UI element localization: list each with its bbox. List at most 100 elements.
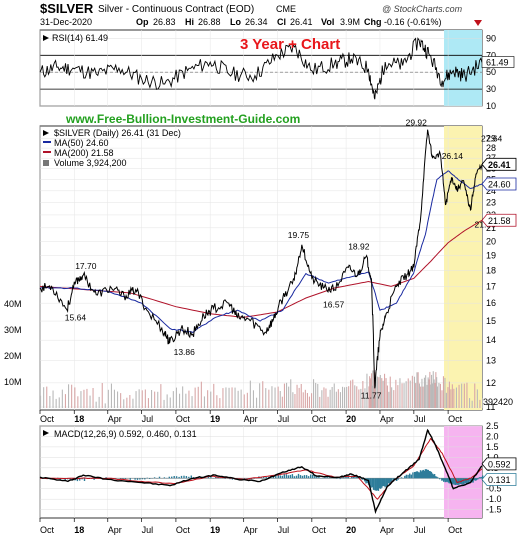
macd-histogram-bar: [305, 475, 308, 479]
price-annotation: 26.14: [442, 151, 464, 161]
macd-histogram-bar: [314, 475, 316, 479]
macd-histogram-bar: [141, 478, 144, 480]
rsi-legend: RSI(14) 61.49: [52, 33, 108, 43]
price-tick-label: 24: [486, 186, 496, 196]
volume-bar: [154, 391, 156, 408]
volume-bar: [356, 386, 358, 408]
macd-histogram-bar: [210, 477, 212, 479]
macd-right-label: 0.592: [481, 457, 517, 471]
volume-bar: [283, 383, 285, 408]
macd-histogram-bar: [385, 478, 387, 487]
volume-bar: [188, 390, 190, 408]
macd-histogram-bar: [442, 478, 444, 481]
volume-bar: [179, 393, 181, 408]
volume-bar: [101, 383, 103, 408]
macd-histogram-bar: [231, 478, 234, 480]
ma200-legend: MA(200) 21.58: [54, 148, 114, 158]
volume-bar: [321, 390, 323, 408]
volume-bar: [231, 387, 233, 408]
macd-histogram-bar: [419, 470, 422, 479]
price-tick-label: 19: [486, 251, 496, 261]
macd-histogram-bar: [400, 477, 403, 479]
price-annotation: 13.86: [174, 347, 196, 357]
volume-bar: [393, 390, 395, 408]
volume-bar: [68, 384, 70, 408]
volume-bar: [436, 386, 438, 408]
macd-histogram-bar: [412, 472, 414, 479]
macd-right-label-box: [481, 457, 517, 471]
macd-histogram-bar: [423, 470, 426, 479]
volume-bar: [331, 387, 333, 408]
volume-bar: [274, 387, 276, 408]
volume-bar: [49, 396, 51, 408]
volume-bar: [339, 392, 341, 408]
macd-histogram-bar: [275, 475, 277, 479]
price-tick-label: 15: [486, 316, 496, 326]
macd-histogram-bar: [388, 478, 391, 485]
macd-histogram-bar: [291, 474, 294, 479]
macd-histogram-bar: [430, 471, 433, 479]
close-value: 26.41: [290, 17, 313, 27]
volume-bar: [466, 382, 468, 408]
volume-bar: [482, 398, 484, 408]
volume-bar: [421, 378, 423, 408]
volume-bar: [374, 383, 376, 408]
x-axis-label: Apr: [380, 525, 394, 535]
macd-histogram-bar: [322, 477, 324, 479]
macd-histogram-bar: [384, 478, 386, 488]
macd-histogram-bar: [413, 472, 416, 479]
watermark: www.Free-Bullion-Investment-Guide.com: [65, 112, 300, 126]
macd-histogram-bar: [175, 476, 178, 479]
macd-histogram-bar: [144, 478, 146, 480]
ma50-legend-swatch: [43, 141, 51, 143]
macd-histogram-bar: [371, 478, 374, 488]
volume-bar: [292, 392, 294, 408]
volume-bar: [219, 398, 221, 408]
macd-histogram-bar: [424, 469, 427, 479]
macd-histogram-bar: [328, 477, 330, 479]
macd-histogram-bar: [391, 478, 393, 483]
macd-histogram-bar: [297, 473, 300, 479]
volume-bar: [243, 394, 245, 408]
volume-bar: [237, 390, 239, 408]
volume-bar: [376, 376, 378, 408]
price-annotation: 29.92: [406, 118, 428, 128]
volume-bar: [200, 381, 202, 408]
volume-bar: [298, 387, 300, 408]
macd-histogram-bar: [382, 478, 384, 487]
price-right-label: 24.60: [481, 177, 517, 191]
volume-bar: [416, 372, 418, 408]
macd-histogram-bar: [437, 477, 439, 479]
macd-histogram-bar: [365, 478, 367, 484]
volume-bar: [335, 391, 337, 408]
volume-bar: [163, 399, 165, 408]
volume-bar: [313, 379, 315, 408]
volume-bar: [430, 384, 432, 408]
macd-histogram-bar: [447, 478, 450, 483]
macd-histogram-bar: [480, 477, 482, 479]
rsi-tick-label: 90: [486, 33, 496, 43]
volume-axis-label: 392420: [483, 397, 513, 407]
ma50-line: [39, 170, 483, 333]
price-legend: $SILVER (Daily) 26.41 (31 Dec): [54, 128, 181, 138]
volume-bar: [77, 396, 79, 408]
volume-bar: [315, 382, 317, 408]
volume-bar: [98, 396, 100, 408]
macd-histogram-bar: [474, 478, 476, 481]
copyright: @ StockCharts.com: [382, 4, 463, 14]
macd-histogram-bar: [326, 476, 328, 479]
volume-bar: [362, 381, 364, 408]
macd-histogram-bar: [318, 476, 320, 479]
volume-bar: [378, 377, 380, 408]
x-axis-label: Apr: [108, 414, 122, 424]
volume-bar: [80, 391, 82, 408]
macd-histogram-bar: [446, 478, 449, 482]
macd-tick-label: 1.5: [486, 442, 499, 452]
macd-histogram-bar: [119, 478, 122, 480]
volume-bar: [265, 388, 267, 408]
macd-histogram-bar: [293, 476, 296, 479]
volume-bar: [409, 380, 411, 408]
volume-bar: [259, 383, 261, 408]
macd-histogram-bar: [383, 478, 385, 486]
volume-bar: [382, 380, 384, 408]
